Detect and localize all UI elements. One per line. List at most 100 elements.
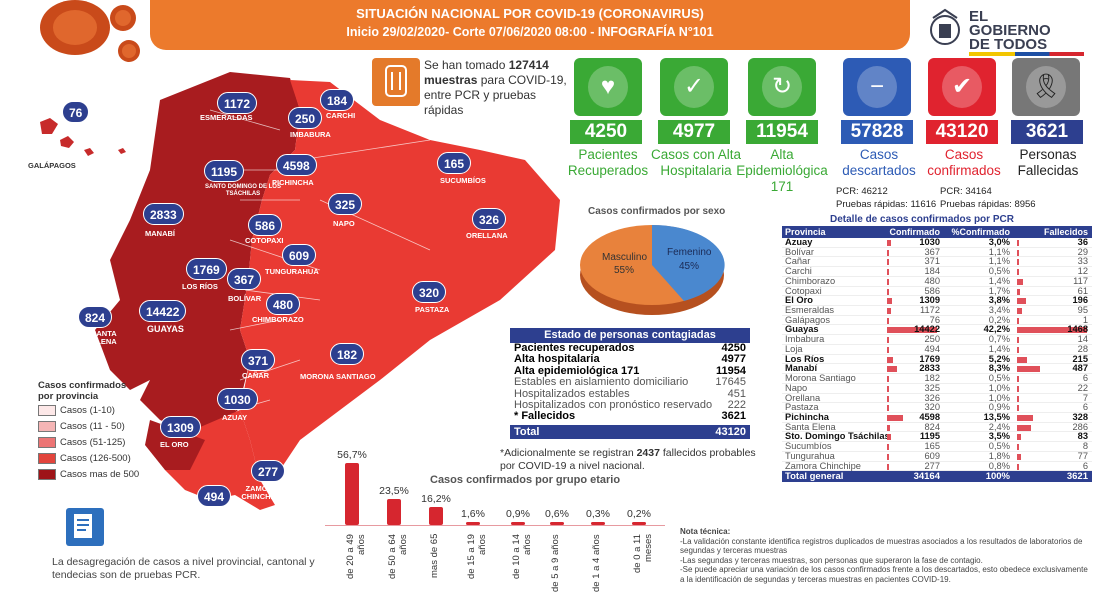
recycle-icon: ↻ (762, 66, 802, 108)
status-row: Alta hospitalaria 4977 (514, 353, 746, 366)
discharged-label: Casos con Alta Hospitalaria (650, 147, 742, 178)
province-row[interactable]: Zamora Chinchipe 277 0,8% 6 (782, 461, 1092, 472)
confirmed-bar (887, 463, 889, 470)
map-value-santa-elena[interactable]: 824 (78, 306, 113, 328)
legend-swatch (38, 420, 56, 432)
province-row[interactable]: Sto. Domingo Tsáchilas 1195 3,5% 83 (782, 432, 1092, 443)
pie-male-label: Masculino (602, 252, 647, 263)
province-row[interactable]: Guayas 14422 42,2% 1468 (782, 325, 1092, 336)
map-value-morona-santiago[interactable]: 182 (330, 343, 365, 365)
map-value-bolivar[interactable]: 367 (227, 268, 262, 290)
map-value-galapagos[interactable]: 76 (62, 101, 90, 123)
province-row[interactable]: Morona Santiago 182 0,5% 6 (782, 373, 1092, 384)
status-total-row: Total 43120 (510, 424, 750, 439)
sex-chart-title: Casos confirmados por sexo (588, 206, 726, 217)
province-row[interactable]: Los Ríos 1769 5,2% 215 (782, 354, 1092, 365)
map-value-manabi[interactable]: 2833 (143, 203, 184, 225)
map-value-sucumbios[interactable]: 165 (437, 152, 472, 174)
age-category-label: de 20 a 49 años (345, 534, 367, 579)
map-value-pichincha[interactable]: 4598 (276, 154, 317, 176)
map-label-azuay: AZUAY (222, 413, 248, 422)
confirmed-bar (887, 385, 889, 392)
map-value-napo[interactable]: 325 (328, 193, 363, 215)
map-label-galapagos: GALÁPAGOS (28, 161, 76, 170)
pie-male-pct: 55% (614, 265, 634, 276)
map-value-guayas[interactable]: 14422 (139, 300, 187, 322)
province-row[interactable]: Napo 325 1,0% 22 (782, 383, 1092, 394)
province-row[interactable]: Pastaza 320 0,9% 6 (782, 402, 1092, 413)
map-value-cotopaxi[interactable]: 586 (248, 214, 283, 236)
map-value-azuay[interactable]: 1030 (217, 388, 258, 410)
map-value-el-oro[interactable]: 1309 (160, 416, 201, 438)
province-row[interactable]: Manabí 2833 8,3% 487 (782, 363, 1092, 375)
map-value-chimborazo[interactable]: 480 (266, 293, 301, 315)
province-row[interactable]: Cañar 371 1,1% 33 (782, 257, 1092, 268)
header-subtitle: Inicio 29/02/2020- Corte 07/06/2020 08:0… (346, 25, 714, 39)
confirmed-bar (887, 405, 889, 412)
confirmed-bar (887, 317, 889, 324)
age-bar (550, 522, 564, 525)
age-chart-title: Casos confirmados por grupo etario (430, 474, 621, 486)
check-circle-icon: ✔ (942, 66, 982, 108)
province-row[interactable]: Loja 494 1,4% 28 (782, 344, 1092, 355)
province-row[interactable]: Esmeraldas 1172 3,4% 95 (782, 305, 1092, 316)
map-label-esmeraldas: ESMERALDAS (200, 113, 253, 122)
province-row[interactable]: Orellana 326 1,0% 7 (782, 393, 1092, 404)
age-bar-label: 56,7% (337, 449, 367, 461)
map-label-pastaza: PASTAZA (415, 305, 450, 314)
province-row[interactable]: Carchi 184 0,5% 12 (782, 266, 1092, 277)
confirmed-bar (887, 337, 889, 344)
province-table-header: Provincia Confirmado %Confirmado Falleci… (782, 226, 1092, 238)
province-row[interactable]: El Oro 1309 3,8% 196 (782, 295, 1092, 307)
age-bar (387, 499, 401, 525)
deaths-bar (1017, 249, 1019, 256)
map-value-tungurahua[interactable]: 609 (282, 244, 317, 266)
discarded-label: Casos descartados (842, 147, 916, 178)
map-value-santo-domingo[interactable]: 1195 (204, 160, 245, 182)
confirmed-bar (887, 376, 889, 383)
map-label-santa-elena: SANTA ELENA (91, 329, 117, 346)
map-value-carchi[interactable]: 184 (320, 89, 355, 111)
map-value-canar[interactable]: 371 (241, 349, 276, 371)
epi-discharge-card: ↻ (748, 58, 816, 116)
legend-swatch (38, 404, 56, 416)
province-row[interactable]: Chimborazo 480 1,4% 117 (782, 276, 1092, 287)
legend-item: Casos (1-10) (38, 402, 139, 418)
map-label-carchi: CARCHI (326, 111, 356, 120)
map-value-loja[interactable]: 494 (197, 485, 232, 507)
confirmed-bar (887, 366, 897, 373)
province-row[interactable]: Azuay 1030 3,0% 36 (782, 237, 1092, 248)
age-category-label: de 10 a 14 años (511, 534, 533, 579)
recovered-value: 4250 (570, 120, 642, 144)
province-row[interactable]: Tungurahua 609 1,8% 77 (782, 451, 1092, 462)
province-row[interactable]: Cotopaxi 586 1,7% 61 (782, 286, 1092, 297)
province-row[interactable]: Santa Elena 824 2,4% 286 (782, 422, 1092, 433)
deaths-bar (1017, 308, 1022, 315)
discharged-card: ✓ (660, 58, 728, 116)
province-total-row: Total general 34164 100% 3621 (782, 471, 1092, 483)
map-value-pastaza[interactable]: 320 (412, 281, 447, 303)
map-value-esmeraldas[interactable]: 1172 (217, 92, 258, 114)
header-banner: SITUACIÓN NACIONAL POR COVID-19 (CORONAV… (150, 0, 910, 50)
deaths-bar (1017, 298, 1027, 305)
province-row[interactable]: Pichincha 4598 13,5% 328 (782, 412, 1092, 423)
age-bar-label: 16,2% (421, 493, 451, 506)
province-row[interactable]: Galápagos 76 0,2% 1 (782, 315, 1092, 326)
map-value-zamora[interactable]: 277 (251, 460, 286, 482)
confirmed-label: Casos confirmados (927, 147, 1001, 178)
discarded-value: 57828 (841, 120, 913, 144)
province-row[interactable]: Sucumbíos 165 0,5% 8 (782, 441, 1092, 452)
age-category-label: de 1 a 4 años (591, 534, 602, 592)
recovered-card: ♥ (574, 58, 642, 116)
map-value-orellana[interactable]: 326 (472, 208, 507, 230)
deaths-bar (1017, 346, 1019, 353)
deaths-bar (1017, 414, 1033, 421)
province-row[interactable]: Bolívar 367 1,1% 29 (782, 247, 1092, 258)
bottom-note: La desagregación de casos a nivel provin… (52, 556, 315, 581)
province-row[interactable]: Imbabura 250 0,7% 14 (782, 334, 1092, 345)
deaths-bar (1017, 424, 1031, 431)
map-value-los-rios[interactable]: 1769 (186, 258, 227, 280)
age-category-label: mas de 65 (429, 534, 440, 579)
legend-item: Casos (126-500) (38, 450, 139, 466)
map-value-imbabura[interactable]: 250 (288, 107, 323, 129)
